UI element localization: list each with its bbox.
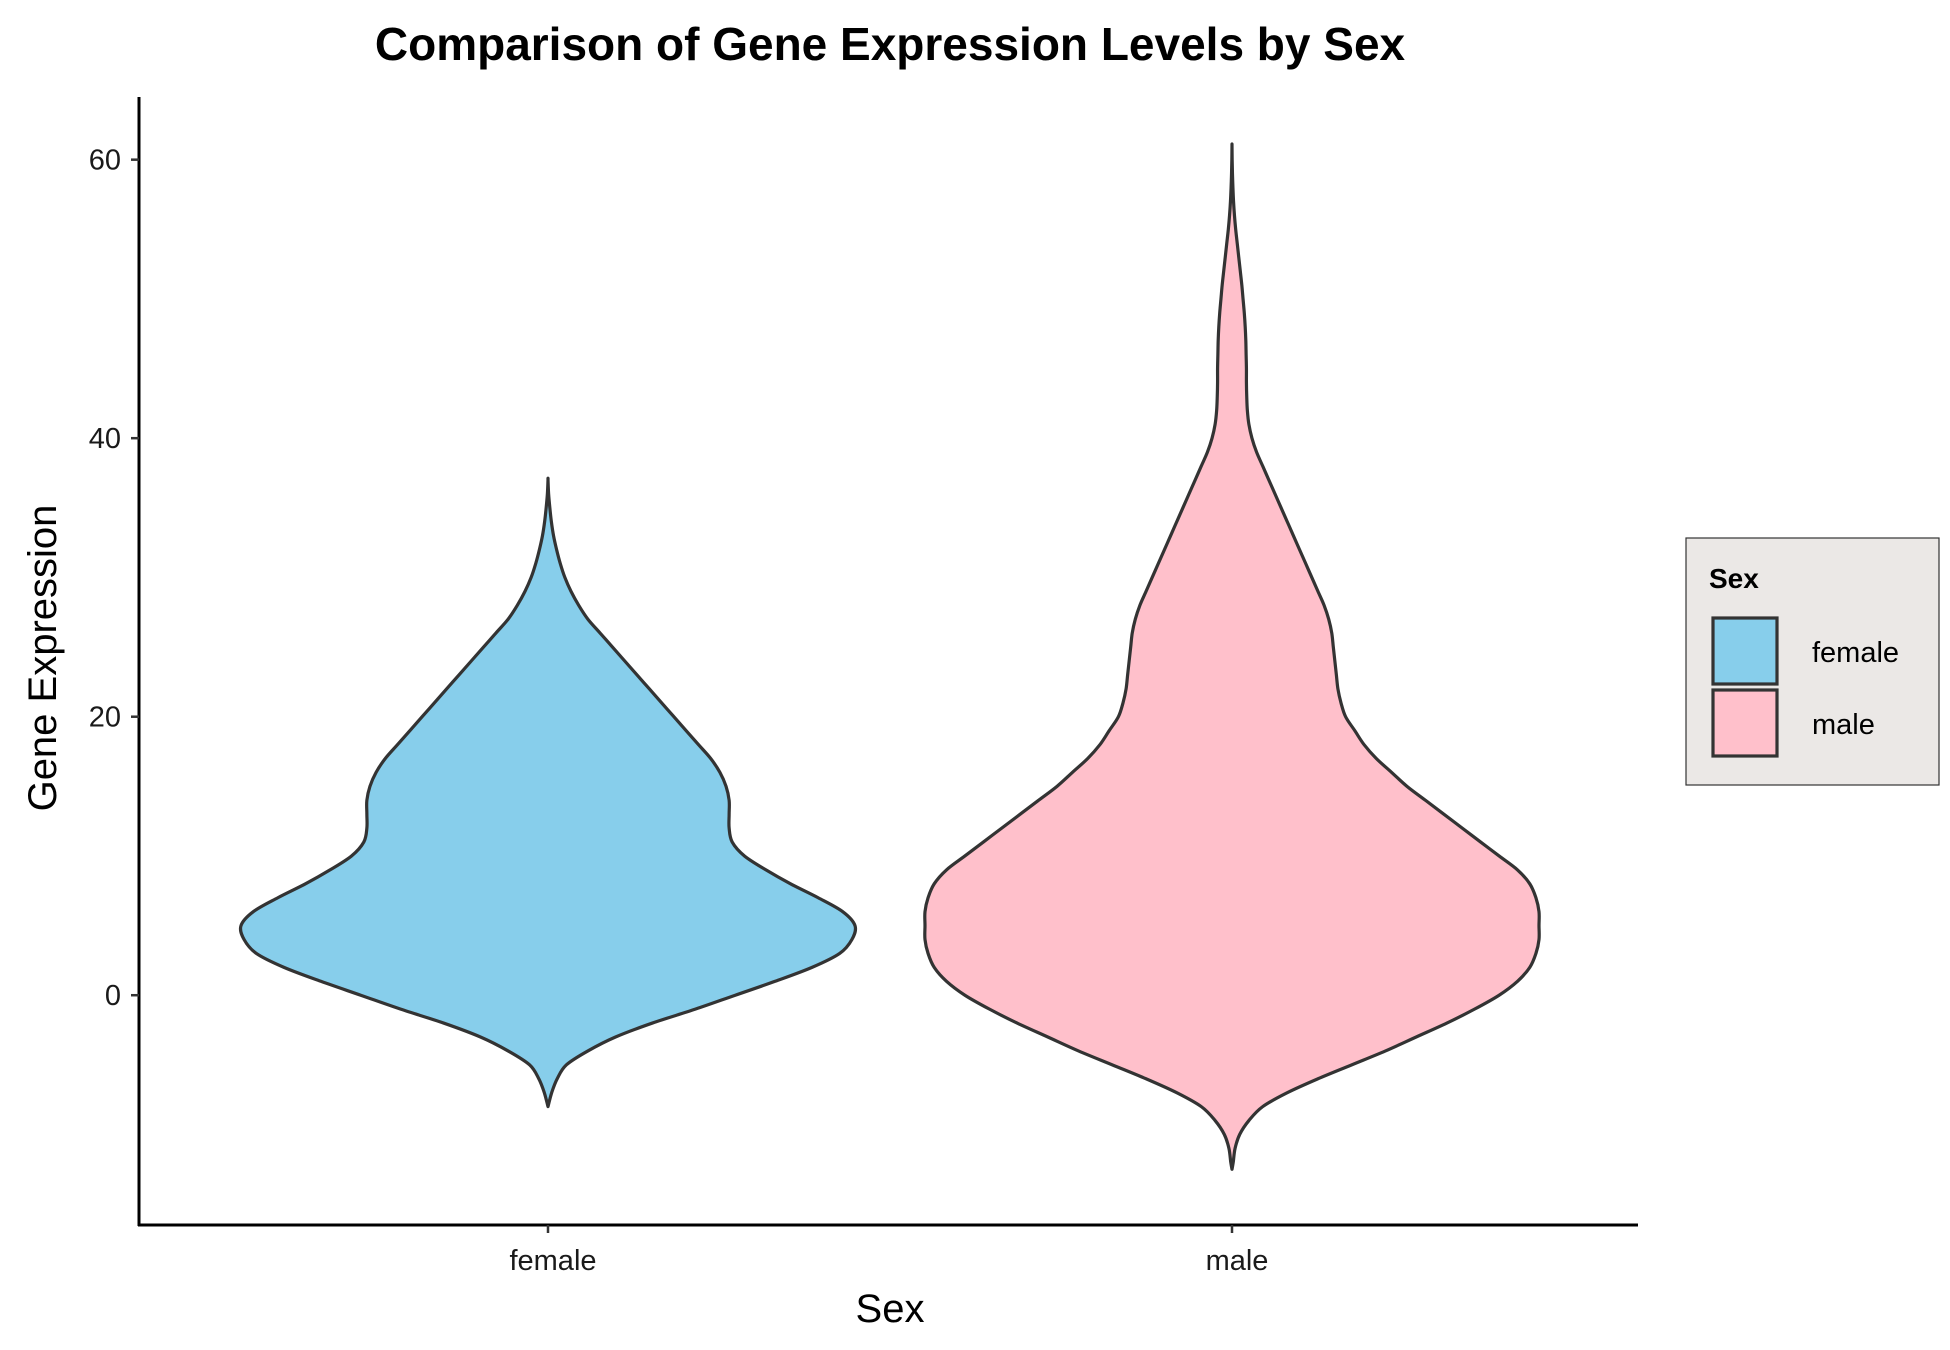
y-tick-label: 0: [105, 980, 121, 1012]
y-axis-ticks: 0 20 40 60: [89, 145, 139, 1012]
y-tick-label: 60: [89, 145, 121, 177]
legend-items: female male: [1711, 616, 1899, 758]
legend-label-male: male: [1812, 709, 1875, 741]
violins: [238, 142, 1541, 1171]
x-tick-label: female: [509, 1245, 596, 1277]
y-tick-label: 20: [89, 702, 121, 734]
violin-female: [238, 476, 858, 1109]
legend-title: Sex: [1709, 563, 1759, 594]
legend-key-female: [1711, 616, 1779, 686]
x-axis-title: Sex: [856, 1287, 925, 1331]
legend-label-female: female: [1812, 637, 1899, 669]
violin-male: [923, 142, 1541, 1171]
legend: Sex female male: [1685, 537, 1940, 786]
y-axis-title: Gene Expression: [21, 505, 65, 812]
x-axis-ticks: female male: [509, 1225, 1268, 1277]
legend-key-male: [1711, 688, 1779, 758]
chart-title: Comparison of Gene Expression Levels by …: [375, 18, 1406, 70]
plot-area: 0 20 40 60 female male: [89, 97, 1638, 1277]
y-tick-label: 40: [89, 423, 121, 455]
x-tick-label: male: [1206, 1245, 1269, 1277]
